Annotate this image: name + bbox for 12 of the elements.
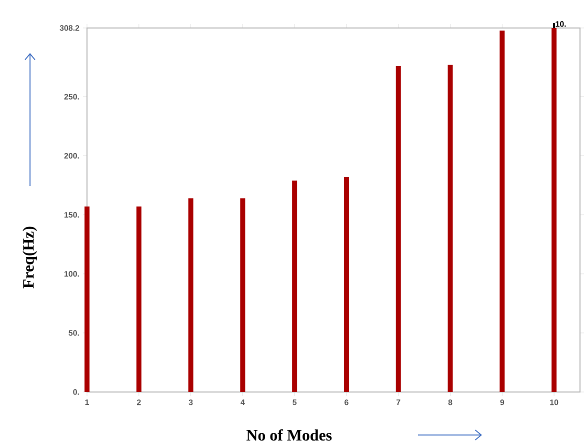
bar	[552, 28, 557, 392]
x-axis-title: No of Modes	[246, 429, 332, 441]
bar	[292, 180, 298, 392]
bar	[448, 64, 453, 392]
bar	[84, 206, 90, 392]
bar	[240, 198, 246, 392]
bar	[396, 66, 401, 392]
y-axis-title: Freq(Hz)	[22, 226, 38, 288]
bar	[136, 206, 142, 392]
bar	[500, 30, 505, 392]
bar	[188, 198, 194, 392]
bar	[344, 177, 349, 392]
